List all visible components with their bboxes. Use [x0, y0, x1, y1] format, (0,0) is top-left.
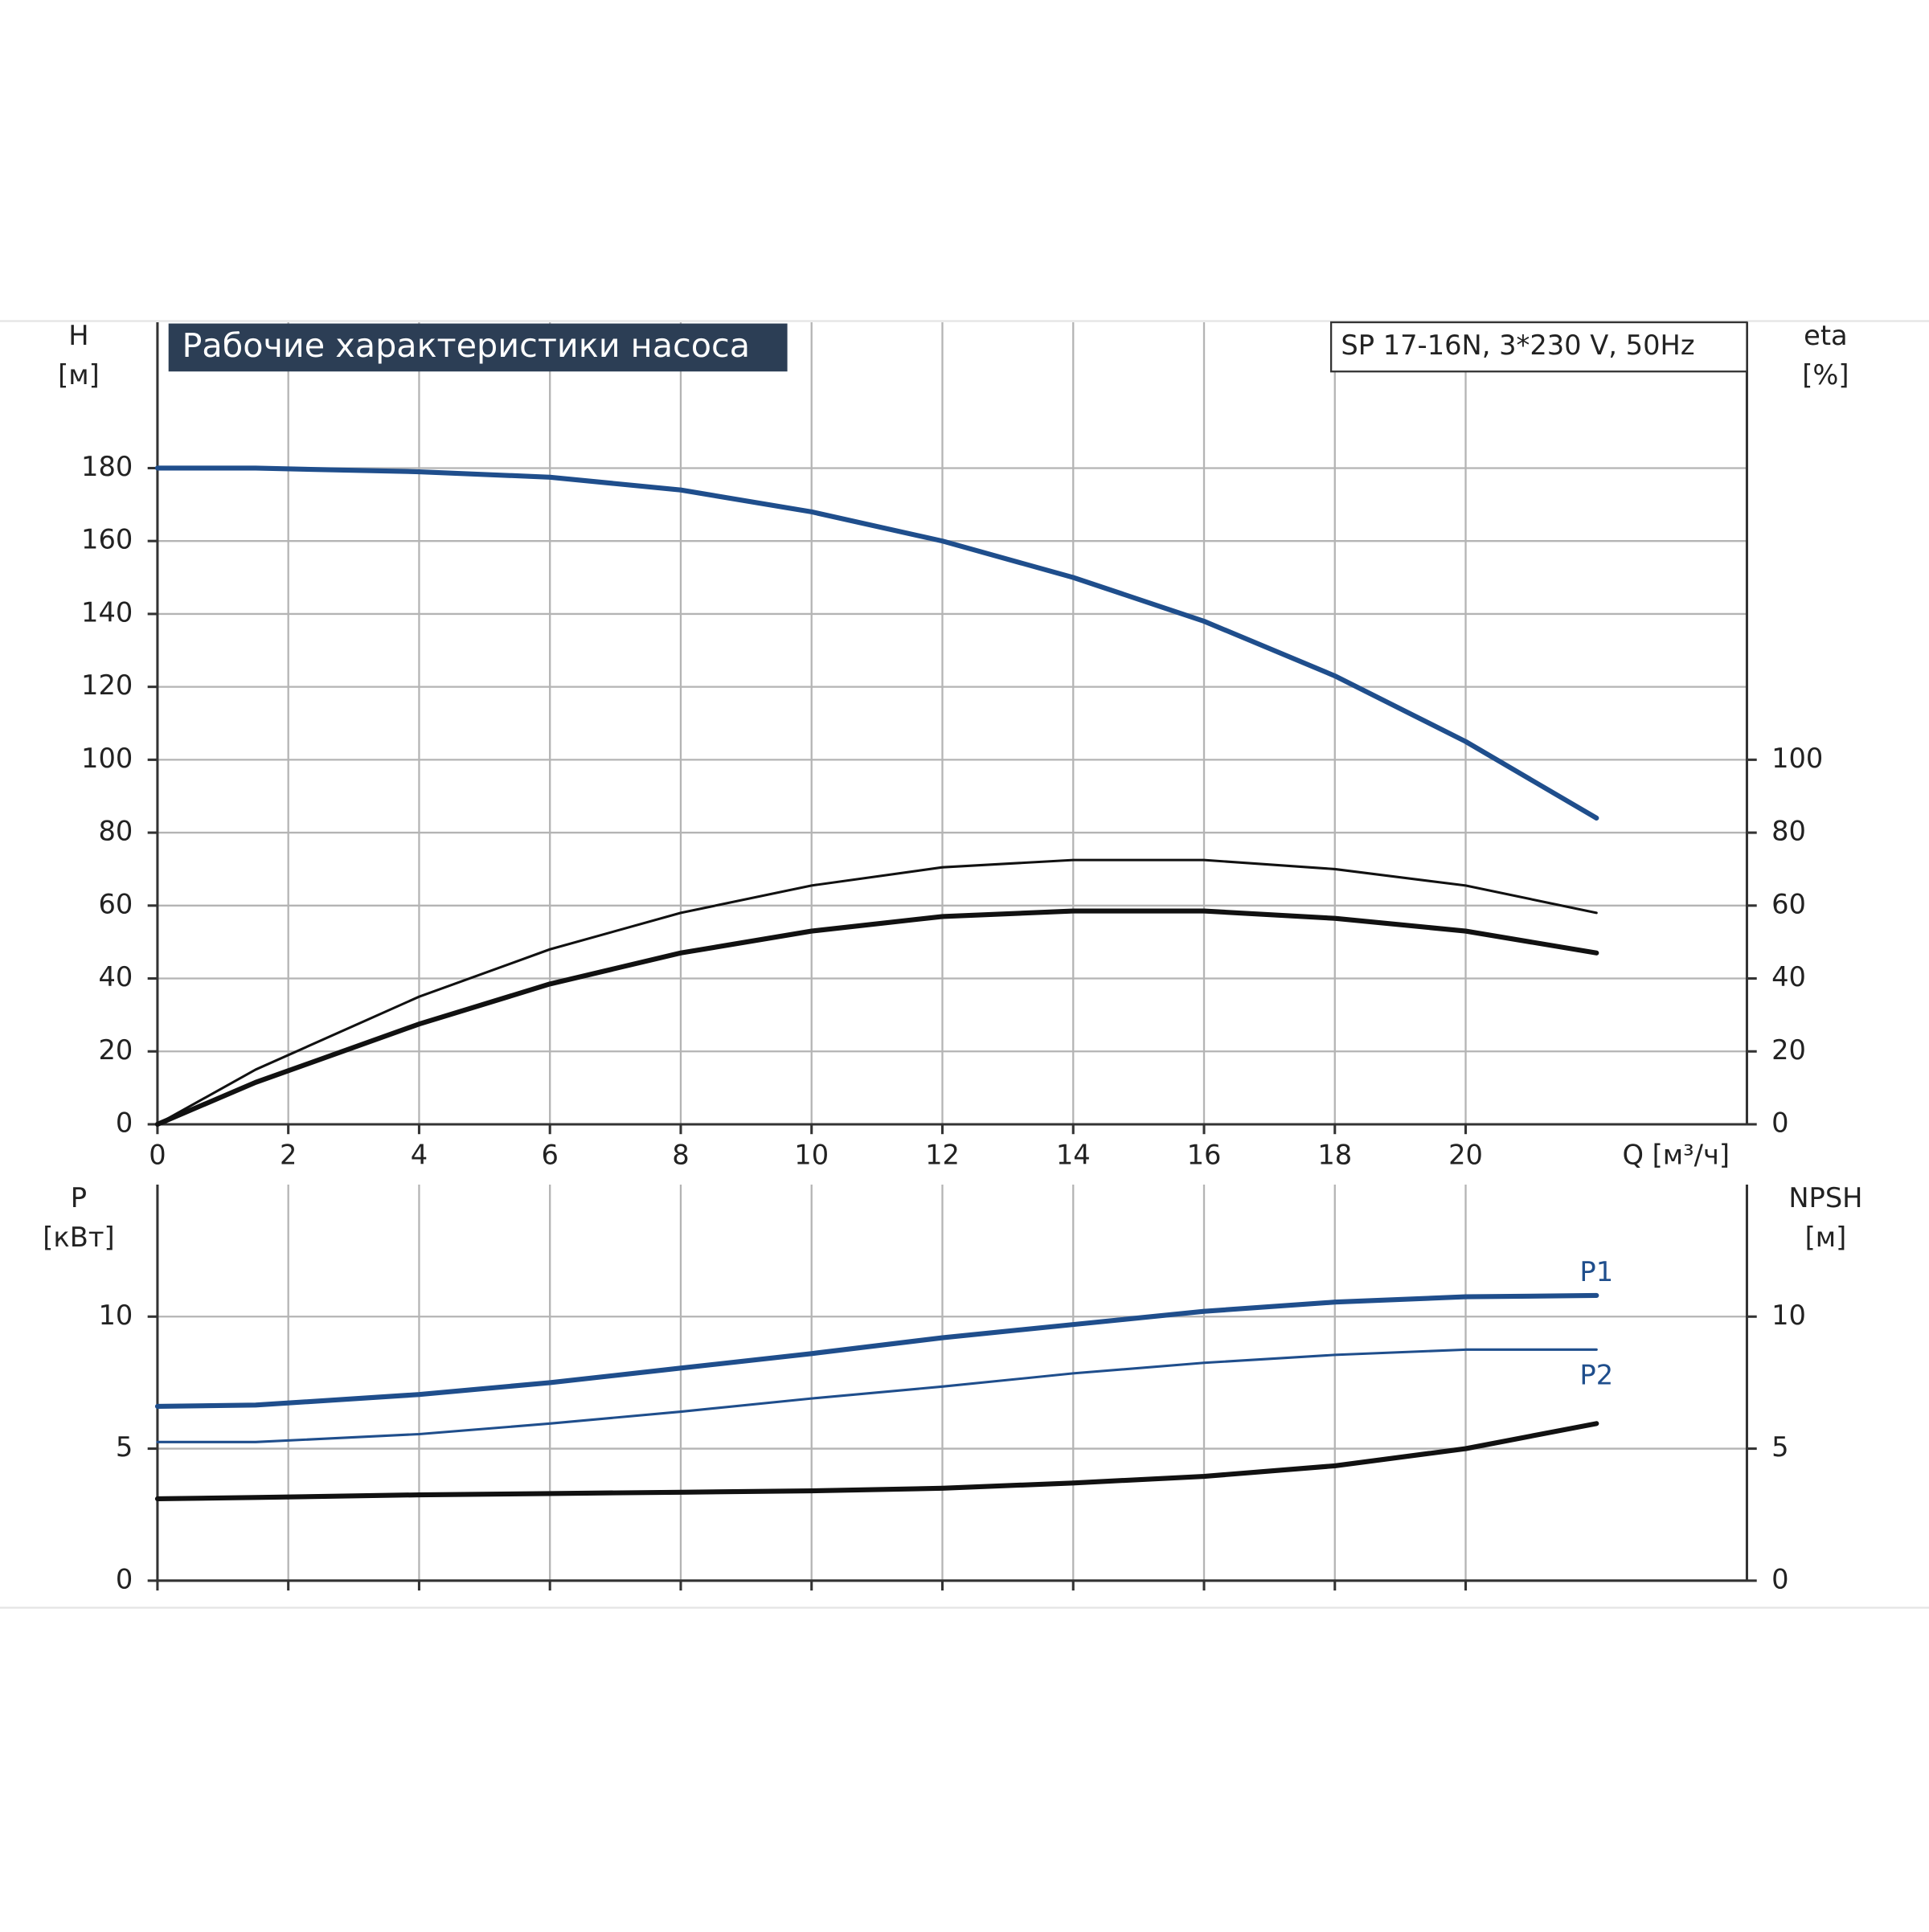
y2-tick-label: 10	[1771, 1300, 1806, 1331]
x-tick-label: 0	[149, 1139, 166, 1170]
y2-tick-label: 20	[1771, 1034, 1806, 1066]
x-tick-label: 2	[280, 1139, 297, 1170]
y-tick-label: 20	[98, 1034, 133, 1066]
series-label: P1	[1579, 1256, 1613, 1287]
series-line	[154, 1421, 1599, 1502]
x-tick-label: 16	[1187, 1139, 1222, 1170]
series-line	[154, 465, 1599, 821]
y2-tick-label: 5	[1771, 1431, 1788, 1463]
subtitle-box	[1329, 321, 1748, 373]
series-line	[154, 1292, 1599, 1410]
series-line	[154, 908, 1599, 1128]
y-tick-label: 10	[98, 1300, 133, 1331]
x-tick-label: 8	[672, 1139, 689, 1170]
x-tick-label: 20	[1448, 1139, 1483, 1170]
y2-axis-unit: [%]	[1802, 359, 1849, 391]
y-axis-unit: [м]	[58, 359, 100, 391]
y-tick-label: 0	[116, 1563, 133, 1594]
title-box	[168, 323, 788, 372]
chart-title: Рабочие характеристики насоса	[182, 326, 751, 365]
y-tick-label: 0	[116, 1107, 133, 1138]
y2-tick-label: 40	[1771, 961, 1806, 993]
y2-axis-unit: [м]	[1805, 1222, 1847, 1253]
y2-tick-label: 100	[1771, 743, 1823, 774]
series-label: P2	[1579, 1360, 1613, 1391]
y-tick-label: 120	[81, 669, 133, 701]
y-tick-label: 160	[81, 524, 133, 555]
x-tick-label: 4	[411, 1139, 428, 1170]
y2-tick-label: 60	[1771, 888, 1806, 919]
y-axis-unit: [кВт]	[43, 1222, 114, 1253]
series-line	[156, 858, 1598, 1126]
y2-tick-label: 0	[1771, 1107, 1788, 1138]
y-tick-label: 180	[81, 451, 133, 482]
y-tick-label: 60	[98, 888, 133, 919]
series-line	[156, 1348, 1598, 1443]
x-tick-label: 14	[1056, 1139, 1091, 1170]
y2-tick-label: 0	[1771, 1563, 1788, 1594]
x-axis-label: Q [м³/ч]	[1622, 1139, 1730, 1170]
x-tick-label: 12	[925, 1139, 960, 1170]
y-tick-label: 140	[81, 596, 133, 628]
chart-subtitle: SP 17-16N, 3*230 V, 50Hz	[1341, 330, 1694, 361]
y2-tick-label: 80	[1771, 816, 1806, 847]
x-tick-label: 18	[1317, 1139, 1352, 1170]
y-tick-label: 5	[116, 1431, 133, 1463]
x-tick-label: 10	[794, 1139, 829, 1170]
y-axis-label: P	[71, 1182, 87, 1214]
y-axis-label: H	[68, 320, 88, 351]
y2-axis-label: eta	[1804, 320, 1848, 351]
y-tick-label: 80	[98, 816, 133, 847]
x-tick-label: 6	[541, 1139, 558, 1170]
y-tick-label: 40	[98, 961, 133, 993]
y2-axis-label: NPSH	[1788, 1182, 1862, 1214]
y-tick-label: 100	[81, 743, 133, 774]
